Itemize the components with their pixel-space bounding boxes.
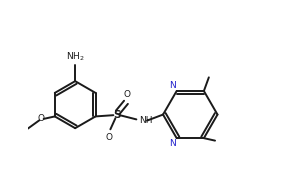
Text: O: O xyxy=(38,114,45,123)
Text: O: O xyxy=(105,132,112,142)
Text: N: N xyxy=(169,139,176,148)
Text: NH$_2$: NH$_2$ xyxy=(66,50,84,63)
Text: NH: NH xyxy=(139,116,152,125)
Text: O: O xyxy=(124,90,130,99)
Text: S: S xyxy=(113,110,120,120)
Text: N: N xyxy=(169,81,176,90)
